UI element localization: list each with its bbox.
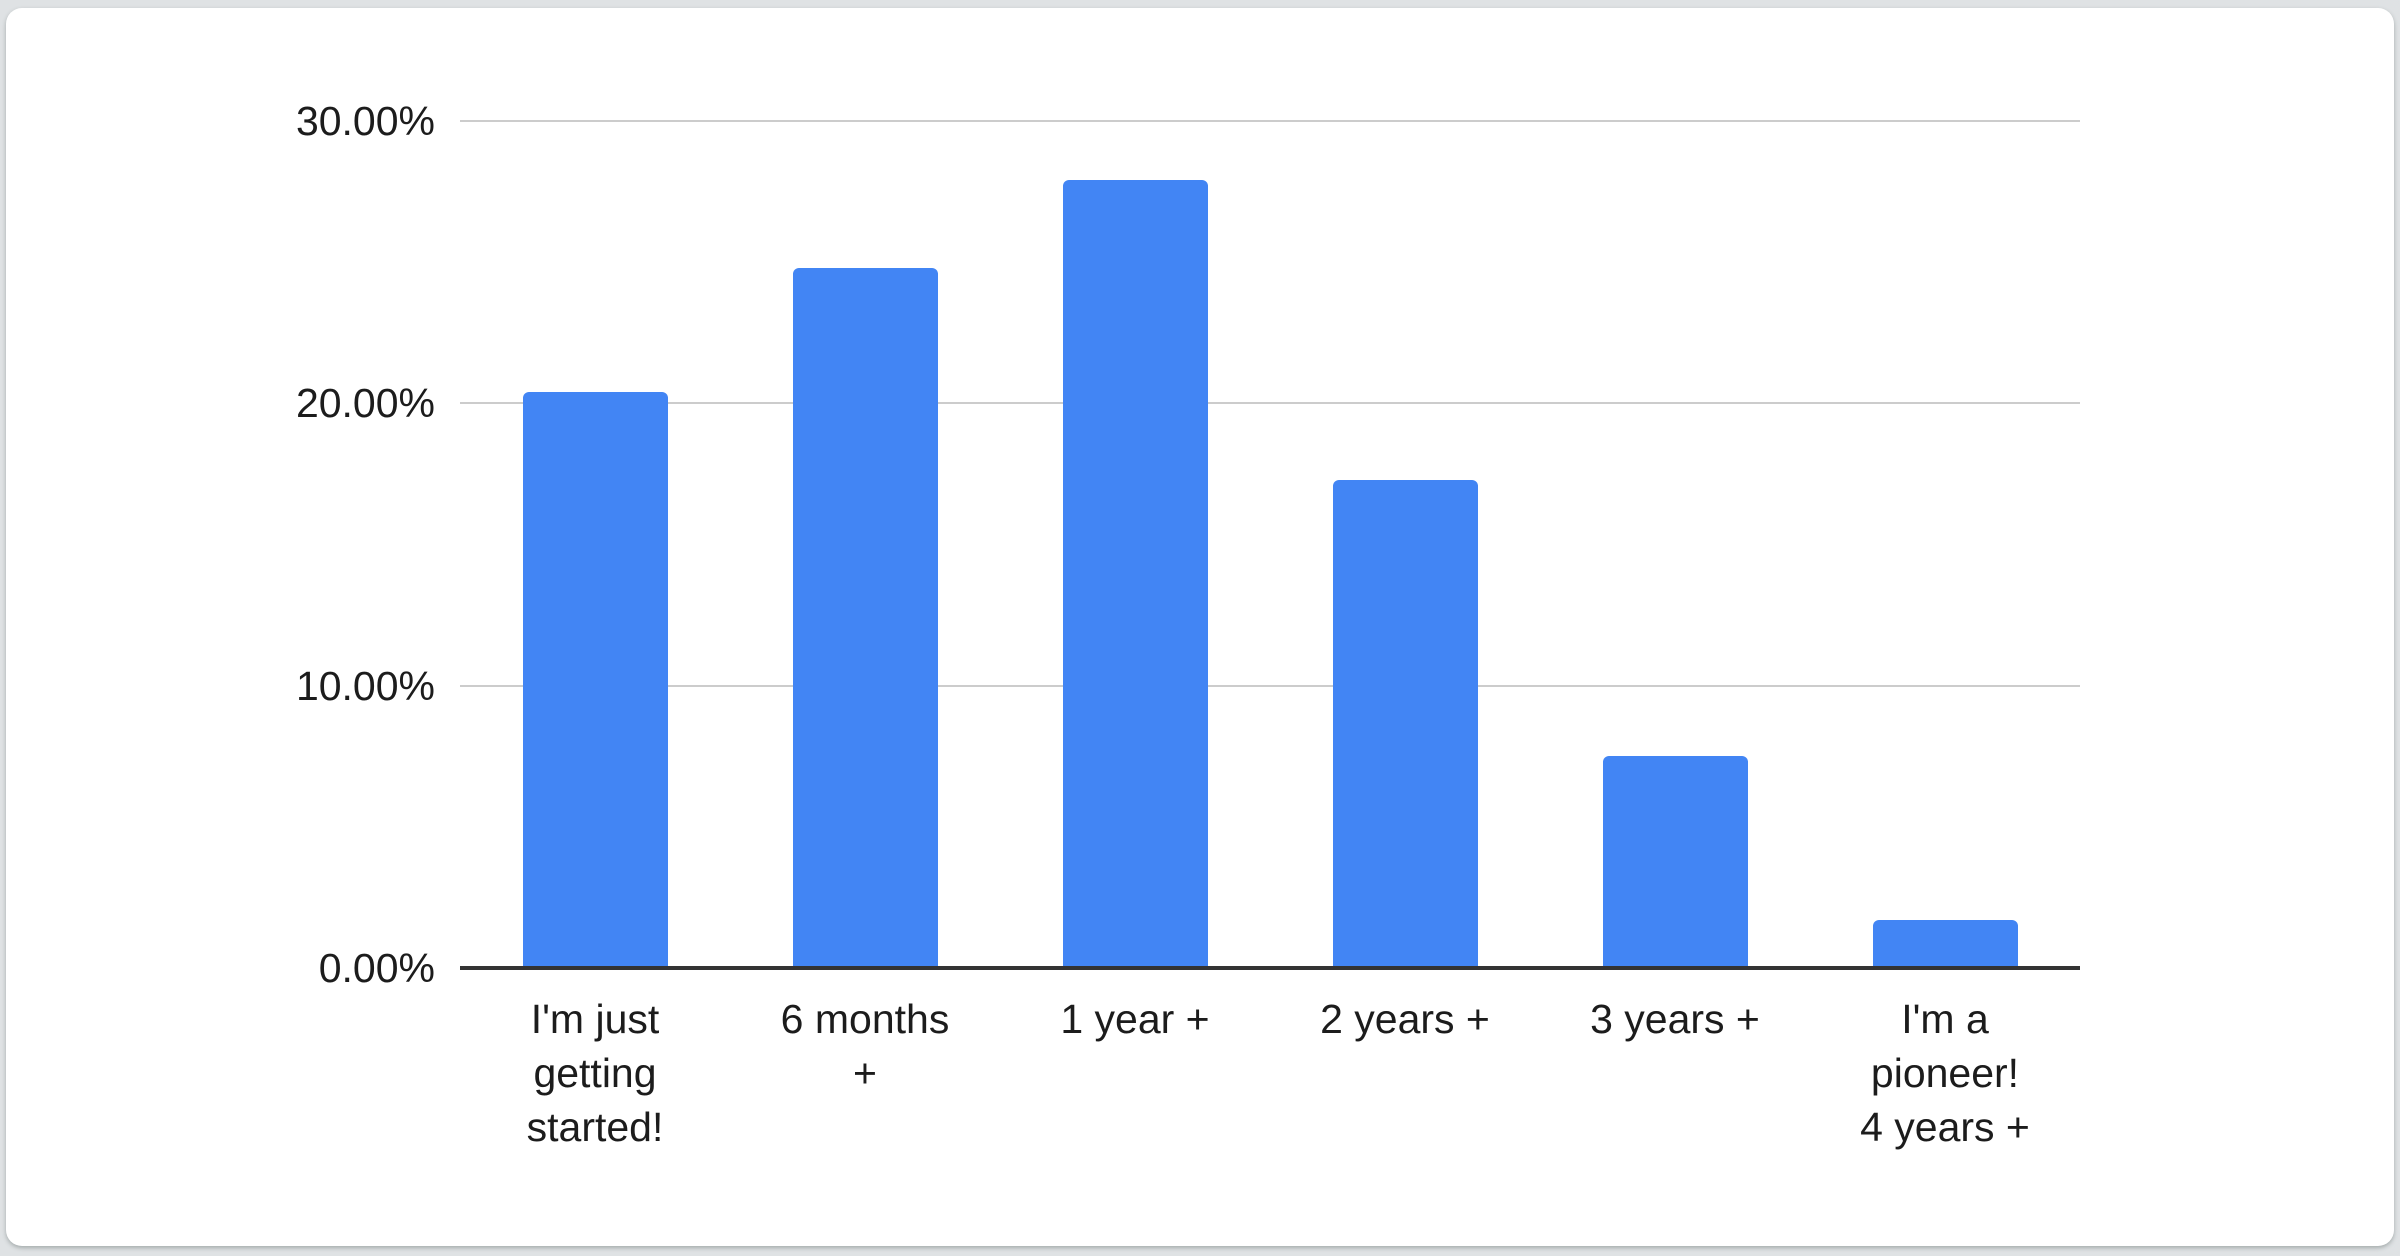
- gridline-10: [460, 684, 2080, 687]
- bars-group: [460, 121, 2080, 968]
- bar-column-1-year: [1000, 121, 1270, 968]
- bar-2-years[interactable]: [1332, 479, 1478, 968]
- gridline-30: [460, 120, 2080, 122]
- y-axis: 30.00% 20.00% 10.00% 0.00%: [6, 98, 460, 991]
- y-tick-label-0: 0.00%: [318, 945, 435, 991]
- x-tick-label-just-getting-started: I'm just getting started!: [526, 996, 664, 1150]
- y-tick-label-30: 30.00%: [295, 98, 435, 144]
- bar-3-years[interactable]: [1602, 756, 1748, 968]
- x-tick-label-pioneer-4-years: I'm a pioneer! 4 years +: [1860, 996, 2030, 1150]
- gridline-20: [460, 402, 2080, 405]
- x-tick-label-3-years: 3 years +: [1590, 996, 1760, 1042]
- y-tick-label-20: 20.00%: [295, 380, 435, 427]
- bar-column-just-getting-started: [460, 121, 730, 968]
- bar-just-getting-started[interactable]: [522, 392, 668, 968]
- bar-column-2-years: [1270, 121, 1540, 968]
- chart-card: 30.00% 20.00% 10.00% 0.00%: [6, 8, 2394, 1246]
- bar-column-6-months: [730, 121, 1000, 968]
- bar-column-pioneer-4-years: [1810, 121, 2080, 968]
- bar-column-3-years: [1540, 121, 1810, 968]
- bar-1-year[interactable]: [1062, 180, 1208, 968]
- plot-area: [460, 120, 2080, 970]
- bar-6-months[interactable]: [792, 267, 938, 968]
- x-axis-line: [460, 966, 2080, 970]
- x-axis: I'm just getting started! 6 months + 1 y…: [460, 992, 2080, 1154]
- x-tick-label-2-years: 2 years +: [1320, 996, 1490, 1042]
- bar-pioneer-4-years[interactable]: [1872, 920, 2018, 968]
- x-tick-label-6-months: 6 months +: [780, 996, 950, 1096]
- y-tick-label-10: 10.00%: [295, 662, 435, 709]
- x-tick-label-1-year: 1 year +: [1060, 996, 1210, 1042]
